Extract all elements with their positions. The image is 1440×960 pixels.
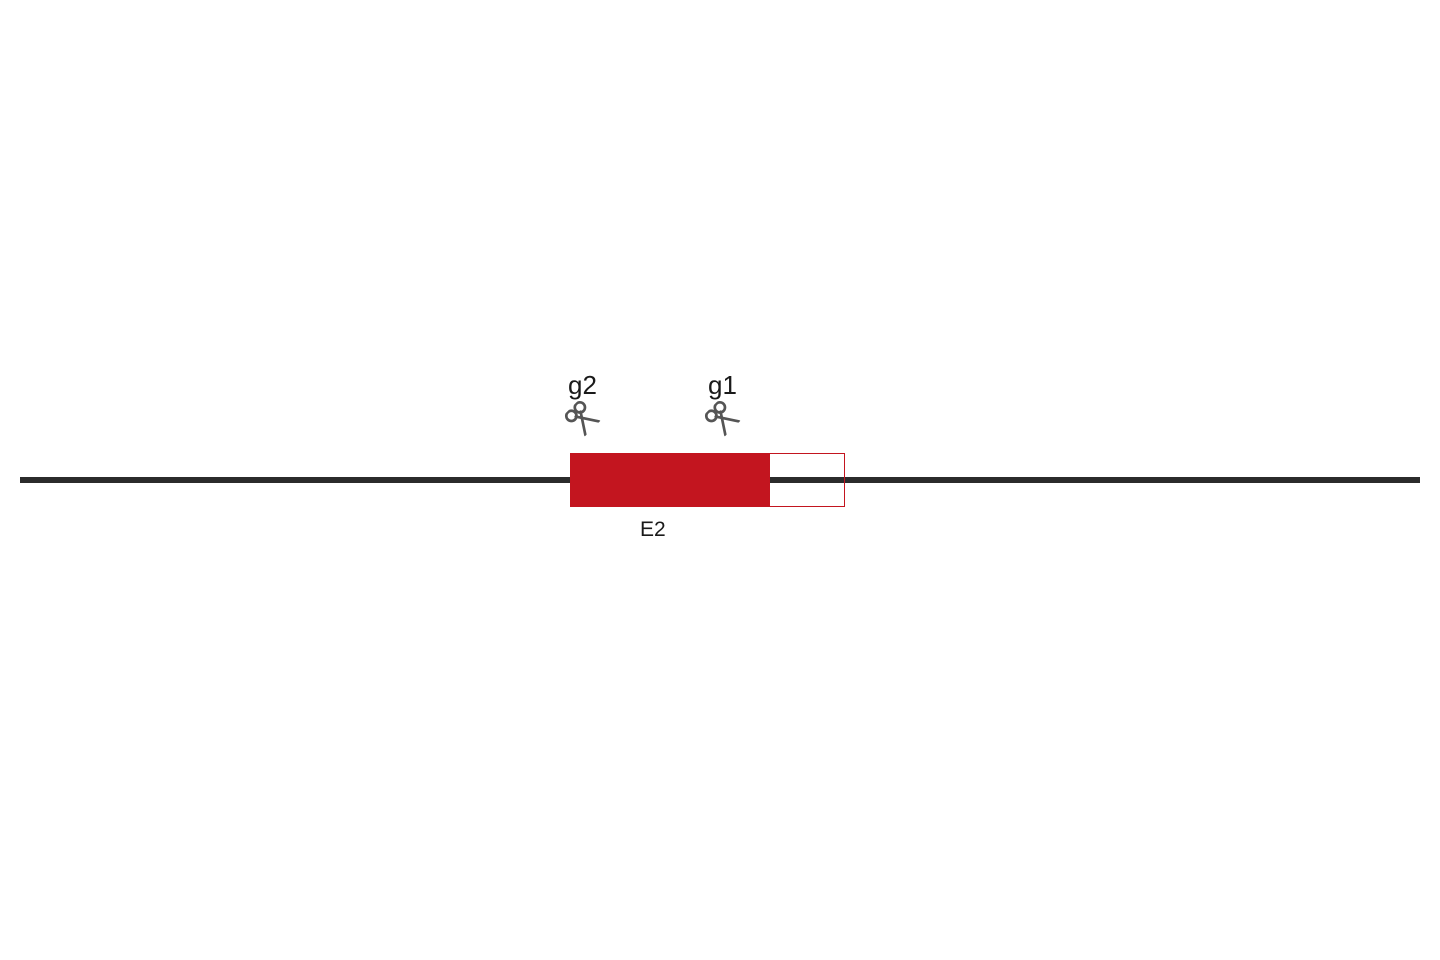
scissors-icon-g2 bbox=[561, 397, 603, 439]
exon-fill bbox=[570, 453, 770, 507]
exon-label: E2 bbox=[640, 518, 666, 542]
gene-diagram: { "canvas": { "width": 1440, "height": 9… bbox=[0, 0, 1440, 960]
scissors-icon-g1 bbox=[701, 397, 743, 439]
